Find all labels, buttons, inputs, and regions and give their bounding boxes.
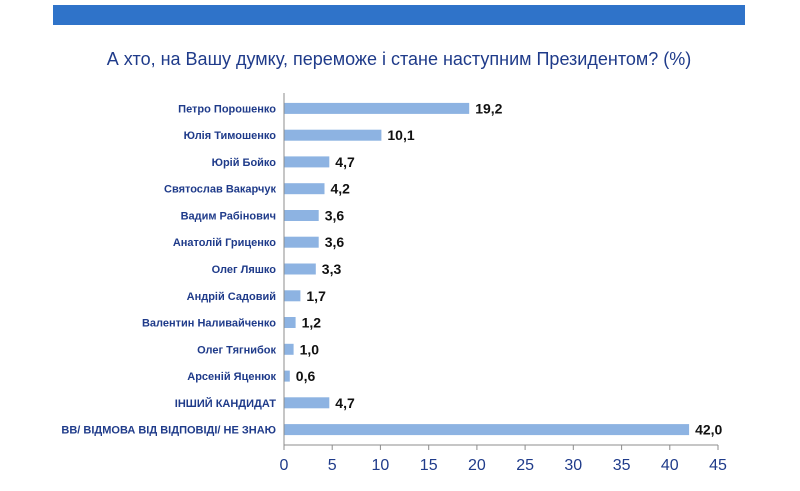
bar bbox=[284, 210, 319, 221]
bar bbox=[284, 397, 330, 409]
bar bbox=[284, 183, 325, 195]
category-label: Олег Ляшко bbox=[212, 264, 277, 276]
x-tick-label: 35 bbox=[613, 457, 631, 474]
x-tick-label: 45 bbox=[709, 457, 727, 474]
bar bbox=[284, 424, 690, 436]
bar bbox=[284, 129, 382, 141]
bar bbox=[284, 102, 470, 114]
category-label: Олег Тягнибок bbox=[197, 344, 276, 356]
x-tick-label: 15 bbox=[420, 457, 438, 474]
bar bbox=[284, 263, 316, 275]
x-tick-label: 5 bbox=[328, 457, 337, 474]
data-label: 1,2 bbox=[302, 315, 322, 331]
bar bbox=[284, 290, 301, 302]
category-label: Андрій Садовий bbox=[187, 291, 276, 303]
x-tick-label: 0 bbox=[280, 457, 289, 474]
category-label: Петро Порошенко bbox=[178, 103, 276, 115]
bar bbox=[284, 317, 296, 328]
category-label: Арсеній Яценюк bbox=[187, 371, 276, 383]
data-label: 4,2 bbox=[331, 181, 351, 197]
category-label: ВВ/ ВІДМОВА ВІД ВІДПОВІДІ/ НЕ ЗНАЮ bbox=[61, 425, 276, 437]
x-tick-label: 30 bbox=[564, 457, 582, 474]
category-label: Святослав Вакарчук bbox=[164, 184, 276, 196]
data-label: 4,7 bbox=[335, 154, 355, 170]
data-label: 4,7 bbox=[335, 395, 355, 411]
category-label: ІНШИЙ КАНДИДАТ bbox=[175, 397, 276, 410]
category-label: Юлія Тимошенко bbox=[184, 130, 277, 142]
x-tick-label: 20 bbox=[468, 457, 486, 474]
bar bbox=[284, 343, 294, 355]
data-label: 19,2 bbox=[475, 100, 502, 116]
data-label: 42,0 bbox=[695, 422, 722, 438]
x-tick-label: 10 bbox=[372, 457, 390, 474]
data-label: 3,3 bbox=[322, 261, 342, 277]
bar bbox=[284, 370, 290, 382]
data-label: 0,6 bbox=[296, 368, 316, 384]
category-label: Валентин Наливайченко bbox=[142, 318, 276, 330]
bar bbox=[284, 156, 330, 168]
x-tick-label: 25 bbox=[516, 457, 534, 474]
data-label: 1,7 bbox=[306, 288, 326, 304]
chart-title: А хто, на Вашу думку, переможе і стане н… bbox=[106, 49, 692, 69]
data-label: 10,1 bbox=[387, 127, 414, 143]
header-band bbox=[53, 5, 745, 25]
data-label: 3,6 bbox=[325, 234, 345, 250]
x-tick-label: 40 bbox=[661, 457, 679, 474]
data-label: 1,0 bbox=[300, 341, 320, 357]
bar bbox=[284, 236, 319, 248]
data-label: 3,6 bbox=[325, 208, 345, 224]
category-label: Вадим Рабінович bbox=[181, 211, 276, 223]
category-label: Юрій Бойко bbox=[212, 157, 277, 169]
category-label: Анатолій Гриценко bbox=[173, 237, 276, 249]
